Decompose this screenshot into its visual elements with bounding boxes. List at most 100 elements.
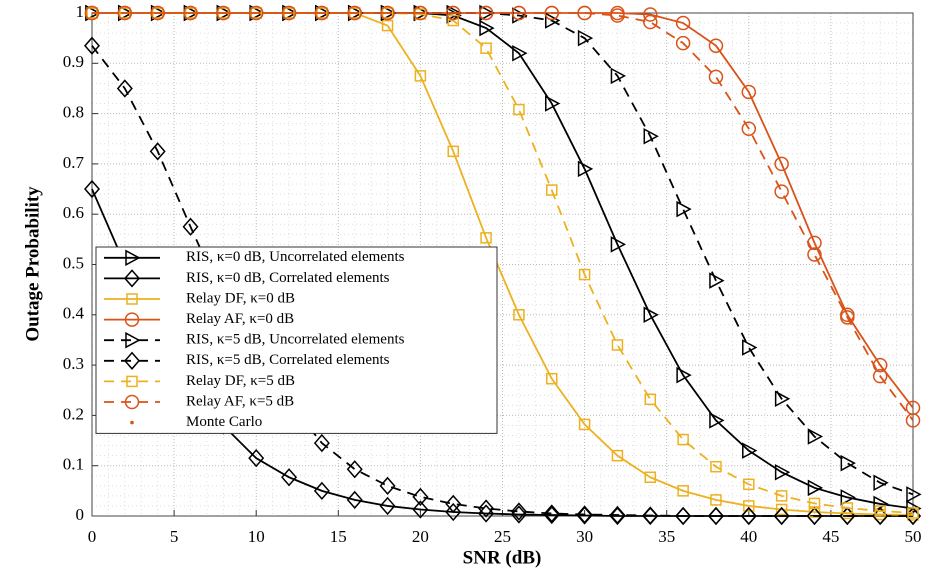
marker xyxy=(126,375,138,388)
y-axis-label: Outage Probability xyxy=(22,186,43,342)
marker xyxy=(742,339,758,356)
legend-label: RIS, κ=5 dB, Uncorrelated elements xyxy=(186,332,405,348)
marker xyxy=(510,502,527,521)
marker xyxy=(511,5,527,21)
x-tick-label: 15 xyxy=(330,527,347,546)
marker xyxy=(905,413,921,428)
marker xyxy=(124,312,140,327)
marker xyxy=(281,468,298,487)
marker xyxy=(478,499,495,518)
marker xyxy=(124,351,140,370)
legend-label: Relay DF, κ=5 dB xyxy=(186,373,295,389)
marker xyxy=(709,272,725,289)
marker xyxy=(116,79,133,98)
marker xyxy=(380,5,395,21)
legend-label: Relay DF, κ=0 dB xyxy=(186,290,295,306)
marker xyxy=(545,95,561,112)
legend-label: Monte Carlo xyxy=(186,414,262,430)
marker xyxy=(775,490,788,502)
marker xyxy=(84,179,100,199)
marker xyxy=(379,496,396,516)
marker xyxy=(676,200,692,218)
marker xyxy=(578,268,591,281)
legend-label: RIS, κ=0 dB, Correlated elements xyxy=(186,270,390,286)
legend-label: Relay AF, κ=5 dB xyxy=(186,393,294,409)
marker xyxy=(609,505,626,525)
marker xyxy=(149,142,166,161)
marker xyxy=(708,38,724,53)
marker xyxy=(740,506,757,526)
marker xyxy=(677,485,689,497)
y-tick-label: 0 xyxy=(76,505,85,524)
marker xyxy=(412,487,429,507)
marker xyxy=(773,506,790,526)
marker xyxy=(873,474,889,492)
marker xyxy=(545,12,561,29)
marker xyxy=(774,390,791,408)
marker xyxy=(578,418,591,431)
marker xyxy=(906,500,922,517)
marker xyxy=(774,184,789,199)
marker xyxy=(611,339,624,351)
marker xyxy=(414,70,427,82)
marker xyxy=(513,309,525,321)
marker xyxy=(124,394,140,410)
x-tick-label: 25 xyxy=(494,527,511,546)
marker xyxy=(216,5,231,21)
marker xyxy=(117,5,133,21)
marker xyxy=(248,5,264,21)
x-tick-label: 20 xyxy=(412,527,429,546)
marker xyxy=(610,8,625,23)
marker xyxy=(577,5,592,21)
marker xyxy=(314,5,330,21)
marker xyxy=(313,481,330,500)
y-tick-label: 0.6 xyxy=(63,203,84,222)
y-tick-label: 0.4 xyxy=(63,304,85,323)
marker xyxy=(643,7,658,22)
marker xyxy=(610,67,627,85)
y-tick-label: 0.9 xyxy=(63,52,84,71)
marker xyxy=(873,495,889,513)
series-line xyxy=(92,12,914,421)
legend: RIS, κ=0 dB, Uncorrelated elements RIS, κ… xyxy=(95,246,498,434)
y-tick-label: 0.8 xyxy=(63,103,84,122)
marker xyxy=(874,505,886,517)
marker xyxy=(480,232,492,244)
marker xyxy=(281,5,297,21)
marker xyxy=(872,368,888,384)
marker xyxy=(741,121,757,136)
marker xyxy=(182,217,199,236)
legend-box xyxy=(95,246,498,434)
y-tick-label: 0.7 xyxy=(63,153,85,172)
marker xyxy=(479,19,495,37)
x-axis-label: SNR (dB) xyxy=(463,547,542,568)
marker xyxy=(675,35,691,51)
marker xyxy=(808,497,821,510)
marker xyxy=(546,184,558,196)
marker xyxy=(675,506,692,526)
marker xyxy=(643,14,658,30)
x-tick-label: 50 xyxy=(905,527,922,546)
marker xyxy=(643,127,659,145)
marker xyxy=(742,442,758,459)
marker xyxy=(807,479,824,497)
y-tick-label: 0.5 xyxy=(63,253,84,272)
marker xyxy=(807,247,822,262)
x-tick-label: 45 xyxy=(822,527,839,546)
y-tick-label: 0.3 xyxy=(63,354,84,373)
marker xyxy=(610,236,627,253)
marker xyxy=(125,249,141,267)
marker xyxy=(313,433,330,453)
marker xyxy=(710,494,722,506)
marker xyxy=(478,5,494,21)
y-tick-label: 0.1 xyxy=(63,455,84,474)
marker xyxy=(677,433,689,446)
marker xyxy=(248,449,265,468)
marker xyxy=(130,420,134,425)
marker xyxy=(576,505,593,524)
marker xyxy=(840,310,855,325)
marker xyxy=(741,84,757,100)
marker xyxy=(840,454,856,472)
marker xyxy=(642,506,659,525)
